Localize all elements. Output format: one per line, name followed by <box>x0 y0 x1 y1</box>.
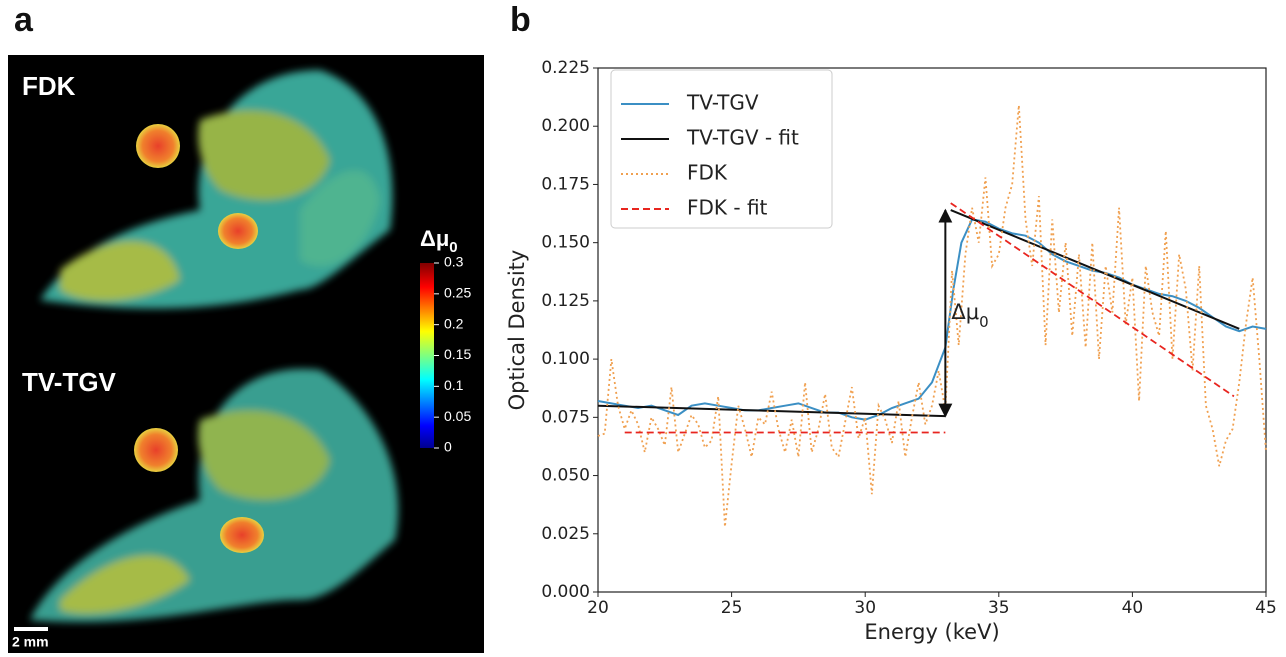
colorbar-tick-label: 0.25 <box>444 285 471 301</box>
colorbar-tick-label: 0 <box>444 439 452 455</box>
colorbar <box>420 263 434 448</box>
x-tick-label: 35 <box>988 598 1010 618</box>
colorbar-tick-label: 0.2 <box>444 315 464 331</box>
scale-bar-label: 2 mm <box>12 634 49 650</box>
y-tick-label: 0.200 <box>541 116 590 136</box>
plot: 0.000 0.025 0.050 0.075 0.100 0.125 0.150 0.175… <box>541 58 1276 618</box>
series-line <box>597 209 1240 418</box>
legend-label: TV-TGV - fit <box>686 126 799 150</box>
y-tick-label: 0.025 <box>541 524 590 544</box>
colorbar-tick-label: 0.1 <box>444 377 464 393</box>
volume-image <box>8 55 484 653</box>
colorbar-tick-label: 0.05 <box>444 408 471 424</box>
y-tick-label: 0.150 <box>541 233 590 253</box>
colorbar-tick-label: 0.3 <box>444 254 464 270</box>
x-tick-label: 45 <box>1255 598 1277 618</box>
colorbar-tick-label: 0.15 <box>444 346 471 362</box>
series-line <box>597 218 1267 421</box>
x-axis-label: Energy (keV) <box>864 620 999 644</box>
series-line <box>624 202 1235 434</box>
annotation-text: Δμ <box>951 300 979 324</box>
y-tick-label: 0.125 <box>541 291 590 311</box>
colorbar-ticks: 0 0.05 0.1 0.15 0.2 0.25 0.3 <box>434 254 471 455</box>
panel-label: a <box>14 1 34 39</box>
series-line <box>597 105 1267 527</box>
x-tick-label: 40 <box>1122 598 1144 618</box>
annotation-sub: 0 <box>979 313 989 331</box>
x-tick-label: 30 <box>854 598 876 618</box>
colorbar-label-text: Δμ <box>420 226 449 251</box>
colorbar-label-sub: 0 <box>449 239 457 256</box>
y-tick-label: 0.175 <box>541 174 590 194</box>
y-tick-label: 0.000 <box>541 582 590 602</box>
y-tick-label: 0.050 <box>541 466 590 486</box>
x-tick-label: 25 <box>721 598 743 618</box>
panel-label: b <box>510 1 531 39</box>
legend-label: FDK - fit <box>687 196 768 220</box>
y-tick-label: 0.225 <box>541 58 590 78</box>
image-label: TV-TGV <box>22 367 117 397</box>
legend-label: TV-TGV <box>686 91 759 115</box>
plot-frame <box>597 67 1267 593</box>
legend-box <box>610 69 833 229</box>
y-tick-label: 0.075 <box>541 407 590 427</box>
x-tick-label: 20 <box>587 598 609 618</box>
y-tick-label: 0.100 <box>541 349 590 369</box>
image-label: FDK <box>22 71 76 101</box>
y-axis-label: Optical Density <box>505 250 529 411</box>
annotation: Δμ0 <box>951 300 988 331</box>
legend-label: FDK <box>687 161 728 185</box>
colorbar-label: Δμ0 <box>420 226 458 257</box>
